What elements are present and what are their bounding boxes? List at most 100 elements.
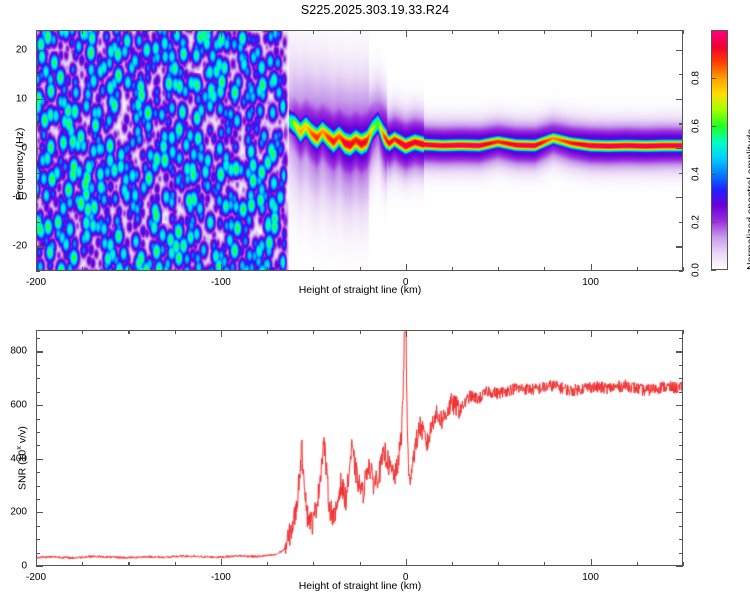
y-major-tick <box>36 197 43 199</box>
y-minor-tick <box>36 539 40 541</box>
x-minor-tick-top <box>174 330 176 334</box>
y-minor-tick <box>36 472 40 474</box>
colorbar-tick-label: 0.2 <box>690 215 702 229</box>
x-minor-tick-top <box>544 30 546 34</box>
y-major-tick-right <box>676 351 683 353</box>
x-major-tick <box>220 559 222 566</box>
x-minor-tick <box>128 267 130 271</box>
x-minor-tick-top <box>636 30 638 34</box>
page-title: S225.2025.303.19.33.R24 <box>300 3 450 17</box>
y-minor-tick-right <box>679 431 683 433</box>
y-major-tick <box>36 351 43 353</box>
y-major-tick-right <box>676 512 683 514</box>
y-minor-tick <box>36 172 40 174</box>
x-minor-tick-top <box>267 330 269 334</box>
x-tick-label: -100 <box>210 572 231 583</box>
y-minor-tick-right <box>679 552 683 554</box>
y-minor-tick <box>36 338 40 340</box>
y-tick-label: 200 <box>10 506 27 518</box>
x-minor-tick <box>683 562 685 566</box>
y-minor-tick-right <box>679 445 683 447</box>
y-minor-tick-right <box>679 391 683 393</box>
snr-y-axis-label: SNR (10x v/v) <box>14 426 29 490</box>
x-minor-tick-top <box>128 330 130 334</box>
colorbar-tick <box>711 78 716 80</box>
colorbar <box>711 30 728 270</box>
y-minor-tick-right <box>679 338 683 340</box>
y-minor-tick <box>36 364 40 366</box>
x-minor-tick <box>82 267 84 271</box>
y-major-tick-right <box>676 405 683 407</box>
y-major-tick-right <box>676 49 683 51</box>
x-minor-tick-top <box>498 330 500 334</box>
y-minor-tick-right <box>679 525 683 527</box>
x-minor-tick-top <box>82 330 84 334</box>
x-minor-tick-top <box>683 330 685 334</box>
x-minor-tick-top <box>636 330 638 334</box>
y-minor-tick-right <box>679 364 683 366</box>
x-minor-tick <box>498 562 500 566</box>
y-minor-tick-right <box>679 485 683 487</box>
x-minor-tick <box>128 562 130 566</box>
colorbar-tick <box>711 270 716 272</box>
x-minor-tick <box>544 562 546 566</box>
x-minor-tick-top <box>498 30 500 34</box>
x-minor-tick <box>683 267 685 271</box>
y-tick-label: 0 <box>21 560 27 572</box>
colorbar-title: Normalized spectral amplitude <box>745 128 750 270</box>
y-minor-tick <box>36 525 40 527</box>
x-tick-label: -100 <box>210 277 231 288</box>
x-minor-tick-top <box>82 30 84 34</box>
y-minor-tick <box>36 418 40 420</box>
x-minor-tick-top <box>313 330 315 334</box>
x-major-tick-top <box>220 30 222 37</box>
x-minor-tick <box>313 267 315 271</box>
y-minor-tick <box>36 445 40 447</box>
x-major-tick <box>220 264 222 271</box>
x-tick-label: 0 <box>402 572 409 583</box>
y-minor-tick-right <box>679 539 683 541</box>
y-minor-tick-right <box>679 418 683 420</box>
y-major-tick-right <box>676 566 683 568</box>
y-minor-tick <box>36 378 40 380</box>
y-minor-tick <box>36 391 40 393</box>
x-minor-tick <box>267 267 269 271</box>
y-major-tick <box>36 566 43 568</box>
colorbar-tick <box>711 222 716 224</box>
x-major-tick-top <box>220 330 222 337</box>
x-major-tick-top <box>405 330 407 337</box>
colorbar-tick <box>711 126 716 128</box>
x-minor-tick-top <box>267 30 269 34</box>
y-major-tick <box>36 512 43 514</box>
y-minor-tick <box>36 221 40 223</box>
x-major-tick-top <box>405 30 407 37</box>
y-minor-tick-right <box>679 123 683 125</box>
snr-y-axis-label-text: SNR (10 <box>16 449 29 490</box>
y-major-tick-right <box>676 246 683 248</box>
x-minor-tick <box>359 562 361 566</box>
y-major-tick-right <box>676 458 683 460</box>
spectrogram-x-axis-label: Height of straight line (km) <box>298 284 422 296</box>
colorbar-tick-label: 0.4 <box>690 167 702 181</box>
x-minor-tick <box>636 267 638 271</box>
y-tick-label: 0 <box>21 142 27 154</box>
x-minor-tick-top <box>683 30 685 34</box>
x-major-tick <box>36 559 38 566</box>
x-minor-tick-top <box>451 330 454 334</box>
x-major-tick <box>36 264 38 271</box>
snr-plot-line <box>36 330 682 565</box>
y-tick-label: 800 <box>10 345 27 357</box>
x-major-tick <box>590 559 592 566</box>
y-major-tick <box>36 49 43 51</box>
y-major-tick-right <box>676 98 683 100</box>
y-major-tick <box>36 405 43 407</box>
y-tick-label: -20 <box>12 240 27 252</box>
x-minor-tick <box>451 267 454 271</box>
y-minor-tick-right <box>679 74 683 76</box>
x-minor-tick <box>313 562 315 566</box>
x-minor-tick <box>451 562 454 566</box>
x-major-tick-top <box>590 30 592 37</box>
x-minor-tick-top <box>128 30 130 34</box>
y-tick-label: 400 <box>10 453 27 465</box>
y-major-tick <box>36 246 43 248</box>
